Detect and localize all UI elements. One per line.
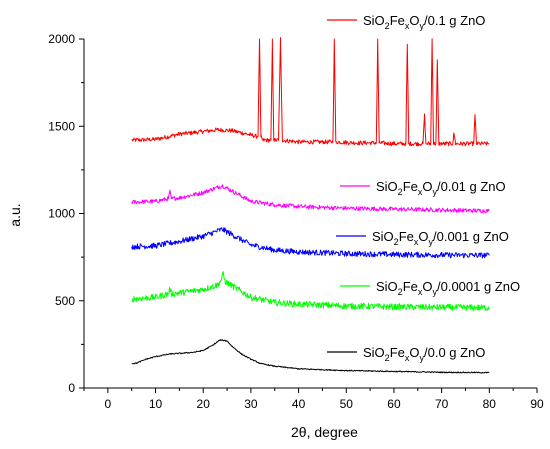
x-tick-label: 70 xyxy=(435,397,449,411)
legend-label: SiO2FexOy/0.0001 g ZnO xyxy=(376,279,520,297)
legend-item: SiO2FexOy/0.0001 g ZnO xyxy=(340,279,520,297)
x-tick-label: 10 xyxy=(149,397,163,411)
y-axis-ticks: 0 500 1000 1500 2000 xyxy=(48,32,84,395)
series-line xyxy=(131,339,490,374)
series-line xyxy=(131,184,490,214)
plot-lines xyxy=(131,37,490,374)
x-tick-label: 90 xyxy=(530,397,544,411)
series-line xyxy=(131,37,490,147)
x-tick-label: 50 xyxy=(340,397,354,411)
legend-item: SiO2FexOy/0.1 g ZnO xyxy=(327,13,485,31)
x-tick-label: 60 xyxy=(387,397,401,411)
y-tick-label: 1500 xyxy=(48,119,75,133)
x-axis-label: 2θ, degree xyxy=(291,424,358,440)
x-tick-label: 30 xyxy=(244,397,258,411)
legend-label: SiO2FexOy/0.0 g ZnO xyxy=(363,345,485,363)
x-tick-label: 80 xyxy=(483,397,497,411)
series-line xyxy=(131,227,490,259)
legend-label: SiO2FexOy/0.001 g ZnO xyxy=(372,229,509,247)
x-tick-label: 40 xyxy=(292,397,306,411)
legend-item: SiO2FexOy/0.001 g ZnO xyxy=(336,229,509,247)
y-axis-label: a.u. xyxy=(7,203,23,226)
y-tick-label: 1000 xyxy=(48,207,75,221)
x-axis-ticks: 0 10 20 30 40 50 60 70 80 90 xyxy=(83,388,544,411)
series-line xyxy=(131,271,490,312)
legend-item: SiO2FexOy/0.0 g ZnO xyxy=(327,345,485,363)
legend: SiO2FexOy/0.1 g ZnO SiO2FexOy/0.01 g ZnO S… xyxy=(327,13,520,363)
y-tick-label: 2000 xyxy=(48,32,75,46)
x-tick-label: 0 xyxy=(104,397,111,411)
x-tick-label: 20 xyxy=(197,397,211,411)
y-tick-label: 500 xyxy=(55,294,75,308)
legend-item: SiO2FexOy/0.01 g ZnO xyxy=(340,179,506,197)
y-tick-label: 0 xyxy=(68,381,75,395)
legend-label: SiO2FexOy/0.01 g ZnO xyxy=(376,179,506,197)
axes xyxy=(83,39,537,389)
legend-label: SiO2FexOy/0.1 g ZnO xyxy=(363,13,485,31)
